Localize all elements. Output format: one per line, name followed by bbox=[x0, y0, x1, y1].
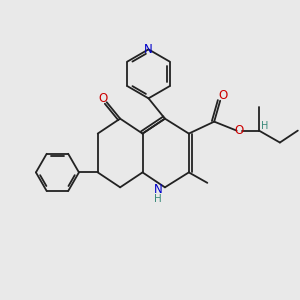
Text: O: O bbox=[218, 89, 227, 102]
Text: N: N bbox=[154, 183, 163, 196]
Text: N: N bbox=[144, 43, 153, 56]
Text: H: H bbox=[261, 121, 268, 131]
Text: O: O bbox=[234, 124, 243, 137]
Text: O: O bbox=[98, 92, 108, 105]
Text: H: H bbox=[154, 194, 162, 204]
